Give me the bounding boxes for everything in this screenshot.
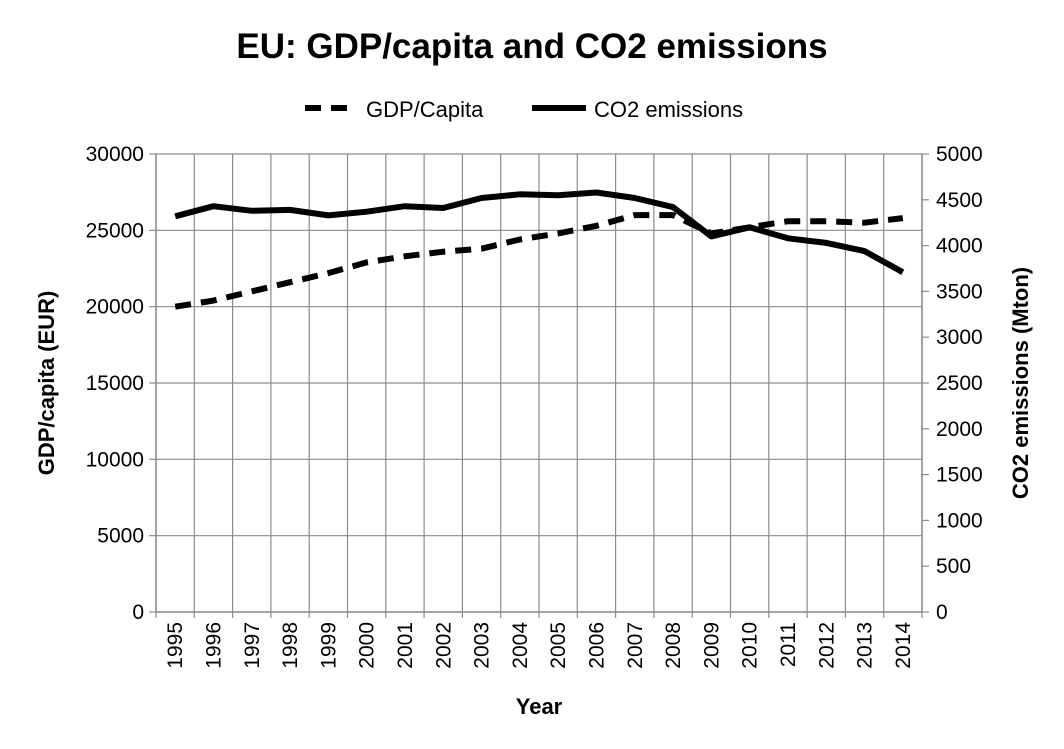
tick-label-x: 2013 (854, 622, 877, 669)
tick-label-right: 4500 (936, 189, 983, 212)
tick-label-x: 1998 (279, 622, 302, 669)
tick-label-left: 10000 (86, 448, 144, 471)
tick-label-right: 500 (936, 555, 971, 578)
tick-label-x: 2000 (356, 622, 379, 669)
tick-label-x: 2002 (432, 622, 455, 669)
x-axis-title: Year (516, 694, 563, 719)
tick-label-right: 1500 (936, 464, 983, 487)
tick-label-right: 1000 (936, 509, 983, 532)
series-layer (174, 189, 905, 310)
tick-label-right: 0 (936, 601, 948, 624)
tick-label-x: 1999 (317, 622, 340, 669)
tick-label-left: 20000 (86, 296, 144, 319)
gridlines (155, 153, 923, 613)
tick-label-x: 2007 (624, 622, 647, 669)
tick-label-left: 30000 (86, 143, 144, 166)
tick-label-x: 2012 (815, 622, 838, 669)
tick-label-x: 1995 (164, 622, 187, 669)
legend-label-gdp: GDP/Capita (366, 97, 484, 122)
right-axis-ticks: 0 500 1000 1500 2000 2500 3000 3500 4000 4500 5000 (922, 143, 983, 624)
tick-label-x: 2010 (739, 622, 762, 669)
series-line-co2 (174, 189, 905, 275)
tick-label-x: 2006 (585, 622, 608, 669)
chart-title: EU: GDP/capita and CO2 emissions (236, 27, 827, 66)
tick-label-x: 2008 (662, 622, 685, 669)
tick-label-x: 1997 (241, 622, 264, 669)
tick-label-right: 2500 (936, 372, 983, 395)
legend: GDP/Capita CO2 emissions (305, 97, 743, 122)
tick-label-x: 2009 (700, 622, 723, 669)
tick-label-x: 1996 (202, 622, 225, 669)
tick-label-x: 2014 (892, 622, 915, 669)
tick-label-x: 2004 (509, 622, 532, 669)
tick-label-right: 2000 (936, 418, 983, 441)
tick-label-right: 5000 (936, 143, 983, 166)
series-line-gdp (174, 212, 904, 310)
tick-label-x: 2005 (547, 622, 570, 669)
legend-label-co2: CO2 emissions (594, 97, 743, 122)
tick-label-left: 15000 (86, 372, 144, 395)
tick-label-right: 3500 (936, 280, 983, 303)
tick-label-x: 2003 (471, 622, 494, 669)
tick-label-right: 3000 (936, 326, 983, 349)
tick-label-left: 0 (132, 601, 144, 624)
tick-label-x: 2011 (777, 622, 800, 667)
tick-label-left: 5000 (97, 525, 144, 548)
x-axis-ticks: 1995 1996 1997 1998 1999 2000 2001 2002 2003 2004… (155, 612, 923, 669)
right-axis-title: CO2 emissions (Mton) (1008, 267, 1033, 499)
tick-label-right: 4000 (936, 235, 983, 258)
tick-label-left: 25000 (86, 219, 144, 242)
left-axis-ticks: 0 5000 10000 15000 20000 25000 30000 (86, 143, 156, 624)
tick-label-x: 2001 (394, 622, 417, 669)
left-axis-title: GDP/capita (EUR) (34, 291, 59, 476)
